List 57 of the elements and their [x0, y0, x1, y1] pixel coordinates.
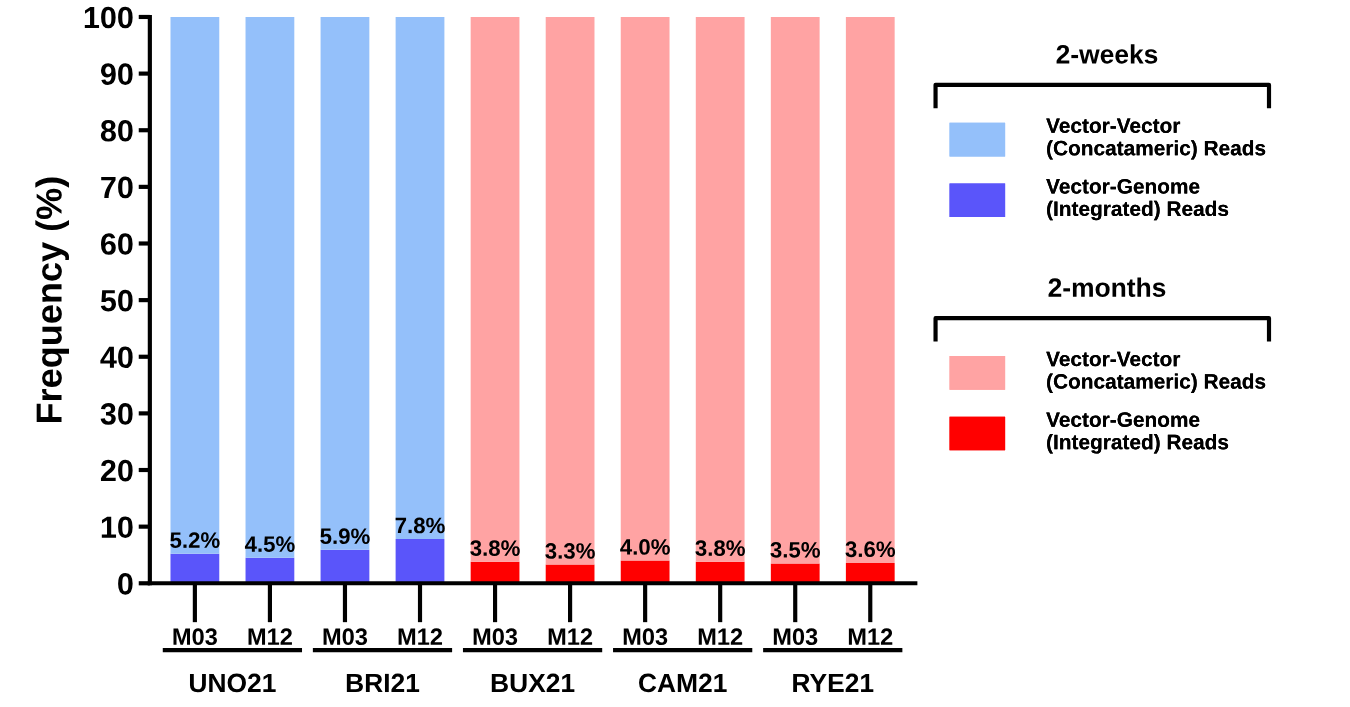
- y-tick-label: 40: [100, 346, 133, 369]
- text: CAM21: [639, 673, 727, 693]
- y-axis-title: Frequency (%): [35, 177, 70, 423]
- y-tick-label: 60: [101, 233, 133, 255]
- bar: [770, 563, 820, 584]
- data-label: 3.3%: [545, 543, 595, 559]
- data-label: 3.6%: [845, 541, 896, 558]
- y-tick-label: 10: [101, 516, 133, 539]
- y-tick-label: 100: [84, 6, 133, 29]
- legend-label: Vector-Vector (Concatameric) Reads: [1046, 351, 1266, 393]
- bar: [845, 16, 895, 563]
- data-label: 5.9%: [320, 528, 370, 545]
- y-tick-label: 90: [100, 63, 133, 85]
- y-tick-label: 50: [100, 289, 133, 312]
- bar: [545, 16, 595, 565]
- x-tick-label: M03: [173, 628, 217, 646]
- data-label: 3.5%: [770, 541, 820, 558]
- text: UNO21: [189, 673, 276, 693]
- bar: [770, 16, 820, 564]
- bar: [170, 553, 220, 584]
- y-tick-label: 30: [100, 403, 133, 425]
- x-tick-label: M03: [473, 628, 518, 646]
- bar: [170, 16, 220, 554]
- text: RYE21: [793, 673, 874, 693]
- x-tick-label: M12: [848, 628, 893, 645]
- y-tick-label: 0: [118, 573, 133, 595]
- legend-label: Vector-Genome (Integrated) Reads: [1046, 178, 1229, 221]
- x-tick-label: M03: [773, 628, 818, 646]
- text: BRI21: [346, 673, 420, 693]
- text: 2-weeks: [1056, 44, 1158, 64]
- data-label: 4.0%: [620, 539, 670, 555]
- x-tick-label: M12: [248, 628, 292, 645]
- y-tick-label: 80: [100, 119, 133, 142]
- bar: [245, 16, 295, 558]
- x-tick-label: M12: [548, 628, 593, 645]
- bar: [395, 539, 445, 584]
- y-tick-label: 70: [101, 176, 133, 199]
- bar: [620, 16, 670, 561]
- x-tick-label: M12: [398, 628, 443, 645]
- data-label: 4.5%: [244, 536, 295, 553]
- bar: [320, 16, 370, 550]
- bar: [395, 16, 445, 540]
- y-tick-label: 20: [100, 459, 133, 482]
- text: BUX21: [491, 673, 575, 693]
- data-label: 7.8%: [395, 517, 445, 534]
- data-label: 3.8%: [695, 540, 745, 557]
- data-label: 3.8%: [470, 540, 520, 557]
- text: 2-months: [1048, 277, 1166, 297]
- data-label: 5.2%: [170, 532, 220, 549]
- x-tick-label: M03: [323, 628, 368, 646]
- x-tick-label: M03: [623, 628, 668, 646]
- bar: [695, 16, 745, 562]
- bar: [470, 16, 520, 562]
- legend-label: Vector-Vector (Concatameric) Reads: [1046, 118, 1266, 160]
- x-tick-label: M12: [698, 628, 743, 645]
- legend-label: Vector-Genome (Integrated) Reads: [1046, 412, 1229, 454]
- bar: [320, 549, 370, 584]
